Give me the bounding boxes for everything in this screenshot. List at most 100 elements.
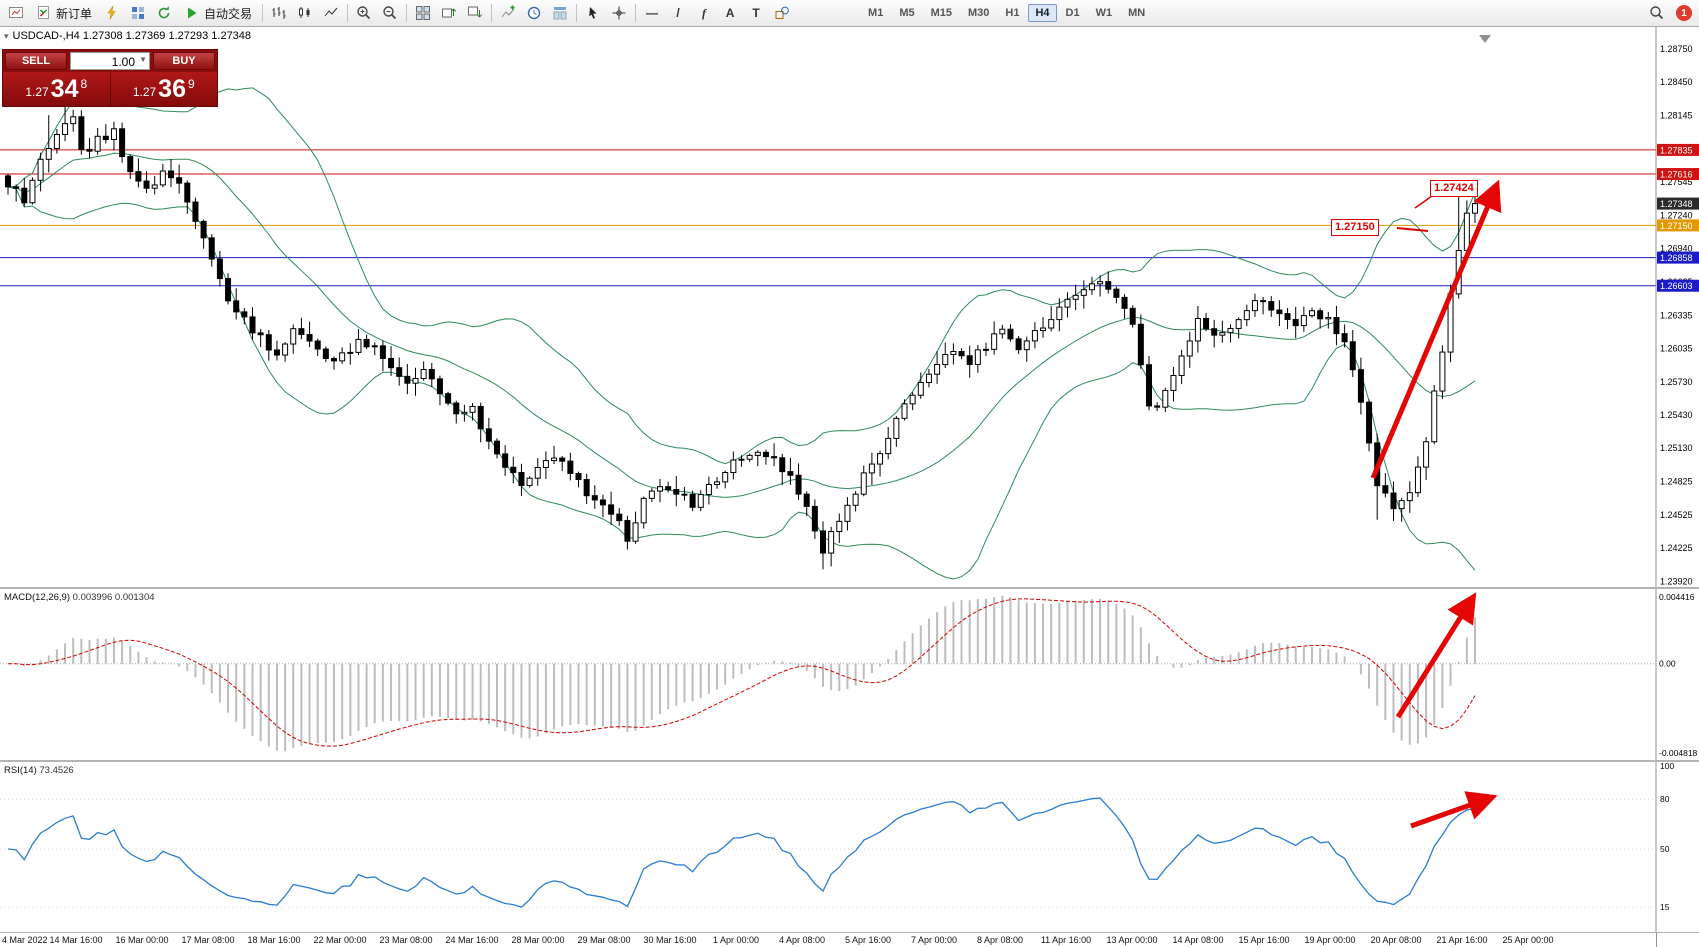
candle <box>363 338 370 348</box>
timeframe-h4[interactable]: H4 <box>1028 4 1057 22</box>
candle <box>200 220 207 239</box>
trend-arrow[interactable] <box>1395 592 1477 719</box>
candle <box>404 375 411 384</box>
time-axis[interactable]: 4 Mar 2022 14 Mar 16:00 16 Mar 00:00 17 Mar… <box>0 932 1699 947</box>
candle <box>599 499 606 506</box>
rsi-svg[interactable]: 100 80 50 15 <box>0 762 1699 932</box>
trend-arrow[interactable] <box>1410 791 1498 829</box>
macd-signal-line <box>7 598 1476 747</box>
fibonacci-tool-icon[interactable]: f <box>702 5 707 20</box>
volume-dropdown-icon[interactable]: ▼ <box>139 55 147 64</box>
candle <box>697 494 704 508</box>
candles-layer <box>5 96 1478 570</box>
timeframe-d1[interactable]: D1 <box>1065 7 1080 19</box>
arrange-windows-icon[interactable] <box>436 1 462 25</box>
candle <box>110 128 117 140</box>
time-tick-label: 13 Apr 00:00 <box>1106 935 1158 945</box>
macd-label: MACD(12,26,9) 0.003996 0.001304 <box>4 592 155 603</box>
timeframe-w1[interactable]: W1 <box>1095 7 1113 19</box>
candlestick-chart-icon[interactable] <box>292 1 318 25</box>
candle <box>1439 351 1446 392</box>
rsi-axis-label: 100 <box>1660 762 1674 771</box>
search-icon[interactable] <box>1644 1 1670 25</box>
candle <box>1382 485 1389 494</box>
cursor-icon[interactable] <box>580 1 606 25</box>
sell-price[interactable]: 1.27 34 8 <box>3 72 111 106</box>
dock-windows-icon[interactable] <box>462 1 488 25</box>
price-tick-label: 1.27240 <box>1660 211 1693 221</box>
auto-trading-button[interactable]: 自动交易 <box>177 1 259 25</box>
shapes-tool-icon[interactable] <box>769 1 795 25</box>
sell-button[interactable]: SELL <box>5 52 67 70</box>
indicators-icon[interactable] <box>495 1 521 25</box>
tile-windows-icon[interactable] <box>410 1 436 25</box>
timeframe-m5[interactable]: M5 <box>899 7 915 19</box>
hline-tool-icon[interactable]: — <box>646 6 659 20</box>
candle <box>828 531 835 554</box>
axis-separator-line <box>1656 933 1657 947</box>
candle <box>1121 296 1128 309</box>
candle <box>1072 294 1079 300</box>
price-annotation-1[interactable]: 1.27424 <box>1430 180 1478 197</box>
bollinger-band-line <box>7 152 1476 498</box>
macd-svg[interactable]: 0.004416 0.00 -0.004818 <box>0 589 1699 760</box>
chart-shift-marker[interactable] <box>1479 35 1491 43</box>
candle <box>1472 203 1478 214</box>
candle <box>795 474 802 495</box>
candle <box>705 484 712 496</box>
candle <box>461 411 468 415</box>
candle <box>298 328 305 336</box>
time-tick-label: 24 Mar 16:00 <box>445 935 499 945</box>
alerts-icon[interactable] <box>99 1 125 25</box>
crosshair-icon[interactable] <box>606 1 632 25</box>
candle <box>640 497 647 524</box>
timeframe-mn[interactable]: MN <box>1128 7 1146 19</box>
candle <box>1317 310 1324 320</box>
market-watch-icon[interactable] <box>125 1 151 25</box>
candle <box>1097 281 1104 285</box>
main-chart-svg[interactable]: 1.287501.284501.281451.278451.275451.272… <box>0 27 1699 587</box>
notification-badge[interactable]: 1 <box>1676 5 1692 21</box>
zoom-out-icon[interactable] <box>377 1 403 25</box>
buy-price[interactable]: 1.27 36 9 <box>132 75 195 103</box>
timeframe-m1[interactable]: M1 <box>868 7 884 19</box>
timeframe-m15[interactable]: M15 <box>930 7 952 19</box>
candle <box>909 394 916 405</box>
price-tag-label: 1.27150 <box>1660 221 1693 231</box>
candle <box>1398 500 1405 510</box>
timeframe-m30[interactable]: M30 <box>968 7 990 19</box>
buy-button[interactable]: BUY <box>153 52 215 70</box>
rsi-axis-label: 15 <box>1660 902 1670 912</box>
candle <box>934 364 941 375</box>
rsi-panel: 100 80 50 15 RSI(14) 73.4526 <box>0 760 1699 932</box>
refresh-icon[interactable] <box>151 1 177 25</box>
candle <box>347 351 354 354</box>
candle <box>1357 369 1364 403</box>
text-tool-icon[interactable]: A <box>725 6 735 20</box>
new-chart-icon[interactable] <box>3 1 29 25</box>
candle <box>119 128 126 158</box>
trendline-tool-icon[interactable]: / <box>676 6 680 20</box>
periods-icon[interactable] <box>521 1 547 25</box>
trend-arrow[interactable] <box>1370 179 1502 479</box>
zoom-in-icon[interactable] <box>351 1 377 25</box>
line-chart-icon[interactable] <box>318 1 344 25</box>
candle <box>689 493 696 508</box>
timeframe-h1[interactable]: H1 <box>1005 7 1020 19</box>
one-click-collapse-icon[interactable]: ▾ <box>4 30 9 41</box>
volume-box[interactable]: ▼ <box>70 52 150 70</box>
volume-input[interactable] <box>71 54 149 70</box>
candle <box>1333 317 1340 335</box>
label-tool-icon[interactable]: T <box>752 6 760 20</box>
candle <box>999 328 1006 335</box>
templates-icon[interactable] <box>547 1 573 25</box>
candle <box>233 300 240 313</box>
price-annotation-2[interactable]: 1.27150 <box>1331 219 1379 236</box>
bar-chart-icon[interactable] <box>266 1 292 25</box>
candle <box>1390 492 1397 510</box>
toolbar-separator <box>406 4 408 22</box>
new-order-button[interactable]: 新订单 <box>29 1 99 25</box>
candle <box>1162 389 1169 408</box>
price-tick-label: 1.26940 <box>1660 244 1693 254</box>
candle <box>844 504 851 522</box>
